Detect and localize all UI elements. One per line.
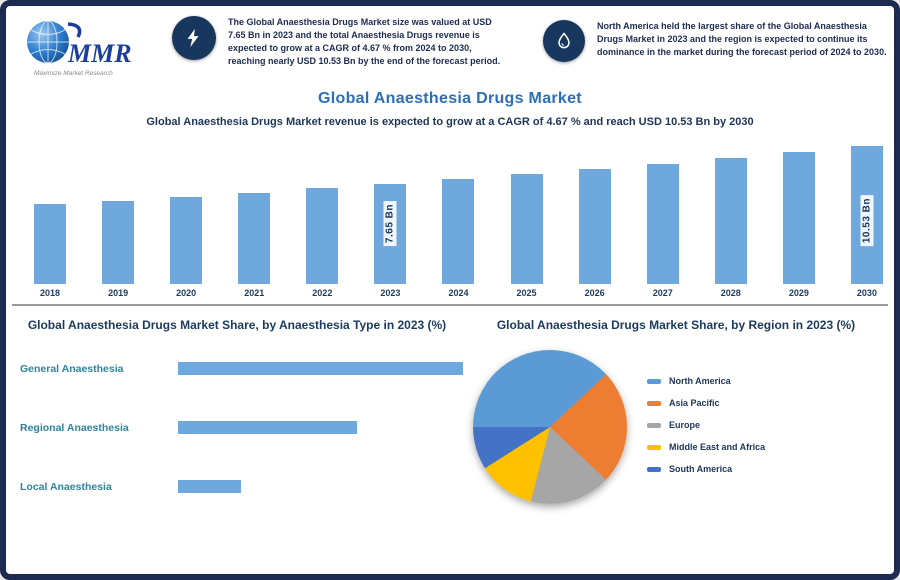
divider (12, 304, 888, 306)
bar-column: 2029 (782, 152, 815, 302)
segment-bar (178, 421, 357, 434)
bar (102, 201, 135, 284)
segment-row: Local Anaesthesia (20, 480, 470, 493)
globe-icon: MMR (27, 20, 132, 68)
bar-column: 2026 (578, 169, 611, 302)
bar-column: 7.65 Bn 2023 (374, 184, 407, 302)
bar: 7.65 Bn (374, 184, 407, 284)
segment-bar (178, 480, 241, 493)
bar-year-label: 2024 (448, 288, 469, 298)
legend-item: North America (647, 376, 765, 386)
legend-item: Middle East and Africa (647, 442, 765, 452)
page-title: Global Anaesthesia Drugs Market (318, 90, 582, 107)
legend-item: Asia Pacific (647, 398, 765, 408)
segment-label: Regional Anaesthesia (20, 421, 129, 434)
bar-year-label: 2025 (516, 288, 537, 298)
legend-label: Middle East and Africa (669, 442, 766, 452)
bar-column: 2021 (238, 193, 271, 302)
bar (34, 204, 66, 284)
bar-year-label: 2030 (856, 288, 877, 298)
bar (578, 169, 611, 284)
bar-value-label: 7.65 Bn (383, 200, 397, 246)
segment-row: Regional Anaesthesia (20, 421, 470, 434)
bar (510, 174, 543, 284)
bar-year-label: 2029 (788, 288, 809, 298)
left-section-heading: Global Anaesthesia Drugs Market Share, b… (27, 318, 447, 332)
right-section-heading: Global Anaesthesia Drugs Market Share, b… (496, 318, 856, 332)
bar-year-label: 2022 (312, 288, 333, 298)
pie-legend: North America Asia Pacific Europe Middle Ea… (647, 376, 765, 474)
bar-column: 2024 (442, 179, 475, 302)
bar (782, 152, 815, 284)
bar (646, 164, 679, 284)
segment-bar-chart: General Anaesthesia Regional Anaesthesia L… (20, 346, 470, 493)
legend-label: Asia Pacific (669, 398, 720, 408)
segment-bar (178, 362, 463, 375)
bar-column: 2028 (714, 158, 747, 302)
legend-marker (647, 378, 661, 384)
bar-column: 2025 (510, 174, 543, 302)
callout-region: North America held the largest share of … (543, 20, 887, 62)
logo-tagline: Maximize Market Research (34, 70, 113, 77)
callout-text: North America held the largest share of … (597, 21, 887, 58)
logo-text: MMR (67, 39, 132, 68)
bar-column: 2022 (306, 188, 339, 302)
bar (714, 158, 747, 284)
segment-label: General Anaesthesia (20, 362, 124, 375)
legend-label: Europe (669, 420, 701, 430)
callout-market-size: The Global Anaesthesia Drugs Market size… (172, 16, 506, 68)
bar-column: 2018 (34, 204, 66, 302)
bar-year-label: 2019 (108, 288, 129, 298)
bar-column: 10.53 Bn 2030 (850, 146, 883, 302)
bar-year-label: 2021 (244, 288, 265, 298)
bar-column: 2020 (170, 197, 203, 302)
legend-marker (647, 422, 661, 428)
page-subtitle: Global Anaesthesia Drugs Market revenue … (146, 116, 754, 128)
revenue-bar-chart: 2018 2019 2020 2021 2022 7.65 Bn 2023 2024 2025 2… (34, 144, 883, 302)
bar (170, 197, 203, 284)
mmr-logo: MMR Maximize Market Research (18, 14, 158, 80)
droplet-icon (543, 20, 585, 62)
lightning-icon (172, 16, 216, 60)
callout-text: The Global Anaesthesia Drugs Market size… (228, 17, 501, 67)
bar: 10.53 Bn (850, 146, 883, 284)
bar-year-label: 2026 (584, 288, 605, 298)
bar-column: 2019 (102, 201, 135, 302)
bar-year-label: 2018 (39, 288, 61, 298)
bar (306, 188, 339, 284)
region-pie-chart (473, 350, 627, 504)
bar-year-label: 2020 (176, 288, 197, 298)
legend-marker (647, 400, 661, 406)
segment-label: Local Anaesthesia (20, 480, 112, 493)
legend-label: South America (669, 464, 733, 474)
bar-year-label: 2028 (720, 288, 741, 298)
bar-year-label: 2027 (652, 288, 673, 298)
legend-item: South America (647, 464, 765, 474)
bar-column: 2027 (646, 164, 679, 302)
legend-item: Europe (647, 420, 765, 430)
legend-label: North America (669, 376, 731, 386)
legend-marker (647, 466, 661, 472)
bar (442, 179, 475, 284)
segment-row: General Anaesthesia (20, 362, 470, 375)
bar-year-label: 2023 (380, 288, 401, 298)
legend-marker (647, 444, 661, 450)
bar-value-label: 10.53 Bn (860, 194, 874, 246)
bar (238, 193, 271, 284)
